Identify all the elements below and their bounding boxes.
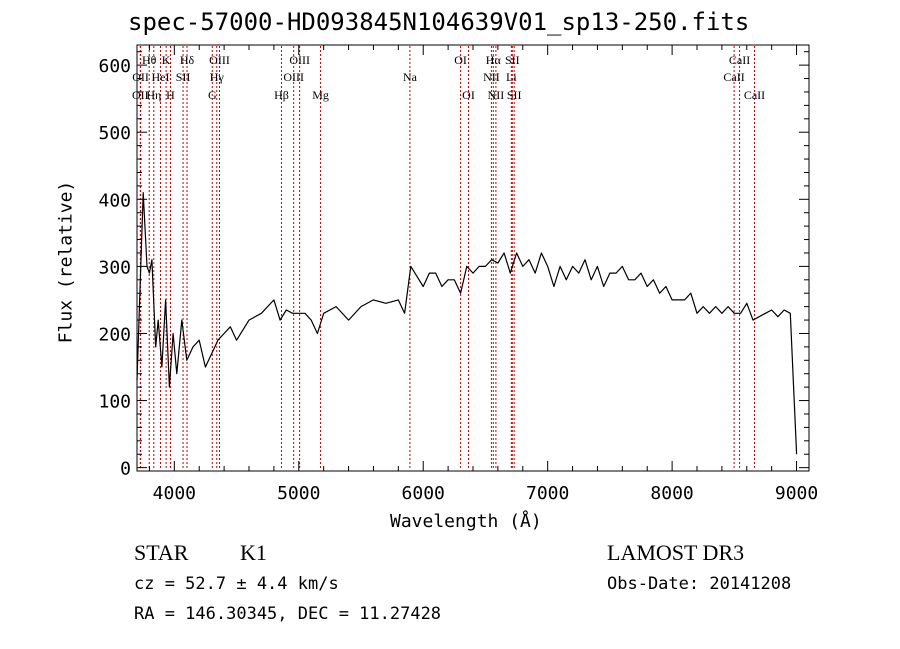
spectral-line-label: OII: [132, 88, 149, 102]
y-axis-label: Flux (relative): [55, 180, 77, 344]
spectral-line-label: CaII: [723, 70, 744, 84]
y-tick-label: 300: [98, 257, 131, 278]
object-subclass: K1: [240, 540, 267, 565]
y-tick-label: 200: [98, 324, 131, 345]
spectrum-line: [136, 192, 798, 455]
spectral-line-label: OI: [462, 88, 475, 102]
spectral-line-label: SII: [507, 88, 522, 102]
line-markers-group: [139, 46, 755, 470]
series-group: [136, 192, 798, 455]
y-tick-label: 600: [98, 56, 131, 77]
spectral-line-label: NII: [483, 70, 500, 84]
redshift-readout: cz = 52.7 ± 4.4 km/s: [134, 574, 339, 594]
spectral-line-label: OIII: [289, 53, 310, 67]
coordinates-readout: RA = 146.30345, DEC = 11.27428: [134, 604, 442, 624]
y-tick-label: 500: [98, 123, 131, 144]
spectral-line-label: Hγ: [210, 70, 225, 84]
spectral-line-label: Mg: [312, 88, 329, 102]
spectral-line-label: Na: [403, 70, 418, 84]
spectral-line-label: SII: [176, 70, 191, 84]
obs-date-readout: Obs-Date: 20141208: [607, 574, 792, 594]
spectral-line-label: OII: [132, 70, 149, 84]
spectral-line-label: Hβ: [274, 88, 289, 102]
line-labels-group: OIIOIIHηHθHeIKHSIIHδGHγOIIIHβOIIIOIIIMgN…: [132, 53, 765, 102]
x-tick-label: 4000: [153, 483, 196, 504]
spectral-line-label: SII: [505, 53, 520, 67]
x-tick-label: 5000: [277, 483, 320, 504]
survey-label: LAMOST DR3: [607, 540, 745, 565]
spectral-line-label: G: [208, 88, 217, 102]
spectral-line-label: Hη: [146, 88, 161, 102]
spectral-line-label: NII: [488, 88, 505, 102]
spectral-line-label: OI: [454, 53, 467, 67]
spectral-line-label: OIII: [209, 53, 230, 67]
spectral-line-label: H: [166, 88, 175, 102]
chart-title: spec-57000-HD093845N104639V01_sp13-250.f…: [128, 8, 750, 36]
plot-frame: [136, 44, 810, 472]
y-tick-label: 0: [120, 459, 131, 480]
object-class: STAR: [134, 540, 189, 565]
x-tick-label: 7000: [526, 483, 569, 504]
y-tick-label: 100: [98, 392, 131, 413]
x-tick-label: 9000: [775, 483, 818, 504]
spectral-line-label: Hδ: [180, 53, 195, 67]
x-axis-label: Wavelength (Å): [390, 511, 542, 532]
spectral-line-label: Hα: [486, 53, 502, 67]
spectral-line-label: K: [162, 53, 171, 67]
spectral-line-label: Hθ: [142, 53, 157, 67]
x-tick-label: 8000: [650, 483, 693, 504]
spectral-line-label: HeI: [152, 70, 170, 84]
x-tick-label: 6000: [402, 483, 445, 504]
spectral-line-label: Li: [506, 70, 517, 84]
spectral-line-label: OIII: [283, 70, 304, 84]
spectral-line-label: CaII: [744, 88, 765, 102]
spectral-line-label: CaII: [729, 53, 750, 67]
axes-group: 4000 5000 6000 7000 8000 9000 0 100 200 300 400 500…: [98, 44, 818, 504]
y-tick-label: 400: [98, 190, 131, 211]
